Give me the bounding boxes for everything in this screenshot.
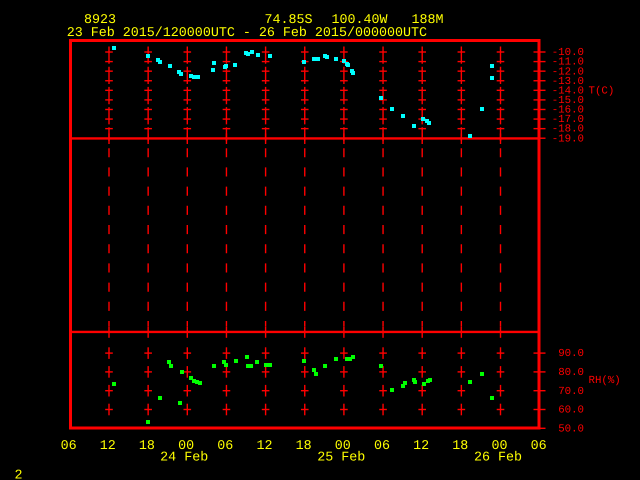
svg-text:-13.0: -13.0 xyxy=(552,76,584,88)
svg-text:80.0: 80.0 xyxy=(558,367,584,379)
svg-text:00: 00 xyxy=(335,439,351,454)
svg-text:-12.0: -12.0 xyxy=(552,66,584,78)
svg-text:18: 18 xyxy=(296,439,312,454)
svg-text:60.0: 60.0 xyxy=(558,405,584,417)
svg-text:00: 00 xyxy=(178,439,194,454)
svg-text:12: 12 xyxy=(256,439,272,454)
svg-text:2: 2 xyxy=(15,469,23,480)
svg-text:70.0: 70.0 xyxy=(558,386,584,398)
svg-text:T(C): T(C) xyxy=(589,85,615,97)
svg-text:-15.0: -15.0 xyxy=(552,95,584,107)
svg-text:90.0: 90.0 xyxy=(558,348,584,360)
svg-text:23 Feb 2015/120000UTC - 26 Feb: 23 Feb 2015/120000UTC - 26 Feb 2015/0000… xyxy=(67,26,427,41)
svg-text:25 Feb: 25 Feb xyxy=(317,451,365,466)
svg-text:8923: 8923 xyxy=(84,13,116,28)
svg-text:06: 06 xyxy=(531,439,547,454)
svg-text:18: 18 xyxy=(452,439,468,454)
svg-text:74.85S: 74.85S xyxy=(265,13,313,28)
svg-text:-19.0: -19.0 xyxy=(552,133,584,145)
svg-text:18: 18 xyxy=(139,439,155,454)
svg-text:RH(%): RH(%) xyxy=(589,375,621,387)
svg-text:12: 12 xyxy=(100,439,116,454)
svg-text:100.40W: 100.40W xyxy=(332,13,388,28)
svg-text:-11.0: -11.0 xyxy=(552,57,584,69)
svg-text:-14.0: -14.0 xyxy=(552,85,584,97)
svg-text:06: 06 xyxy=(61,439,77,454)
svg-text:188M: 188M xyxy=(412,13,444,28)
svg-text:-16.0: -16.0 xyxy=(552,105,584,117)
svg-text:12: 12 xyxy=(413,439,429,454)
svg-text:26 Feb: 26 Feb xyxy=(474,451,522,466)
svg-text:06: 06 xyxy=(217,439,233,454)
svg-text:-18.0: -18.0 xyxy=(552,124,584,136)
svg-text:00: 00 xyxy=(491,439,507,454)
svg-text:-10.0: -10.0 xyxy=(552,47,584,59)
svg-text:50.0: 50.0 xyxy=(558,423,584,435)
svg-text:06: 06 xyxy=(374,439,390,454)
svg-text:24 Feb: 24 Feb xyxy=(160,451,208,466)
svg-text:-17.0: -17.0 xyxy=(552,114,584,126)
